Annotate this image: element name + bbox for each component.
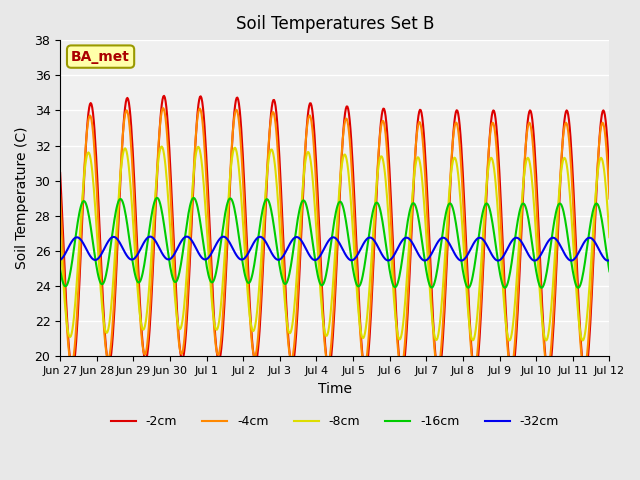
Line: -32cm: -32cm	[60, 237, 609, 261]
-2cm	[605, 173, 613, 179]
-8cm	[179, 312, 187, 318]
Line: -8cm: -8cm	[60, 146, 609, 340]
Text: BA_met: BA_met	[71, 49, 130, 63]
-16cm	[574, 285, 582, 291]
Line: -2cm: -2cm	[60, 96, 609, 374]
-8cm	[605, 234, 613, 240]
-2cm	[56, 170, 64, 176]
-32cm	[604, 258, 612, 264]
Line: -4cm: -4cm	[60, 108, 609, 369]
-16cm	[605, 268, 613, 274]
-16cm	[209, 279, 216, 285]
-4cm	[123, 108, 131, 113]
-32cm	[419, 257, 426, 263]
-8cm	[419, 179, 426, 184]
-8cm	[209, 302, 216, 308]
-2cm	[160, 93, 168, 99]
-4cm	[419, 133, 426, 139]
-4cm	[179, 346, 187, 352]
-8cm	[56, 232, 64, 238]
-2cm	[403, 336, 410, 341]
-32cm	[209, 249, 216, 255]
-4cm	[580, 366, 588, 372]
-4cm	[67, 357, 74, 363]
-16cm	[123, 217, 131, 223]
-32cm	[605, 257, 613, 263]
Legend: -2cm, -4cm, -8cm, -16cm, -32cm: -2cm, -4cm, -8cm, -16cm, -32cm	[106, 410, 564, 433]
-16cm	[419, 240, 426, 246]
Y-axis label: Soil Temperature (C): Soil Temperature (C)	[15, 127, 29, 269]
-8cm	[67, 334, 74, 340]
-4cm	[56, 192, 64, 198]
X-axis label: Time: Time	[318, 382, 352, 396]
-16cm	[56, 267, 64, 273]
-2cm	[419, 115, 426, 120]
Line: -16cm: -16cm	[60, 198, 609, 288]
-16cm	[403, 228, 410, 234]
-2cm	[209, 280, 216, 286]
-8cm	[158, 144, 166, 149]
-2cm	[179, 355, 187, 360]
-8cm	[123, 149, 131, 155]
-8cm	[579, 337, 586, 343]
-16cm	[179, 247, 187, 252]
-16cm	[67, 271, 74, 276]
-32cm	[56, 257, 64, 263]
-4cm	[605, 196, 613, 202]
-32cm	[67, 241, 74, 247]
-32cm	[183, 234, 191, 240]
-32cm	[179, 237, 186, 242]
Title: Soil Temperatures Set B: Soil Temperatures Set B	[236, 15, 434, 33]
-32cm	[403, 235, 410, 240]
-8cm	[403, 285, 410, 290]
-16cm	[154, 195, 161, 201]
-32cm	[123, 252, 131, 258]
-2cm	[67, 357, 74, 362]
-2cm	[123, 96, 131, 102]
-2cm	[581, 371, 589, 377]
-4cm	[403, 321, 410, 327]
-4cm	[159, 105, 167, 111]
-4cm	[209, 294, 216, 300]
